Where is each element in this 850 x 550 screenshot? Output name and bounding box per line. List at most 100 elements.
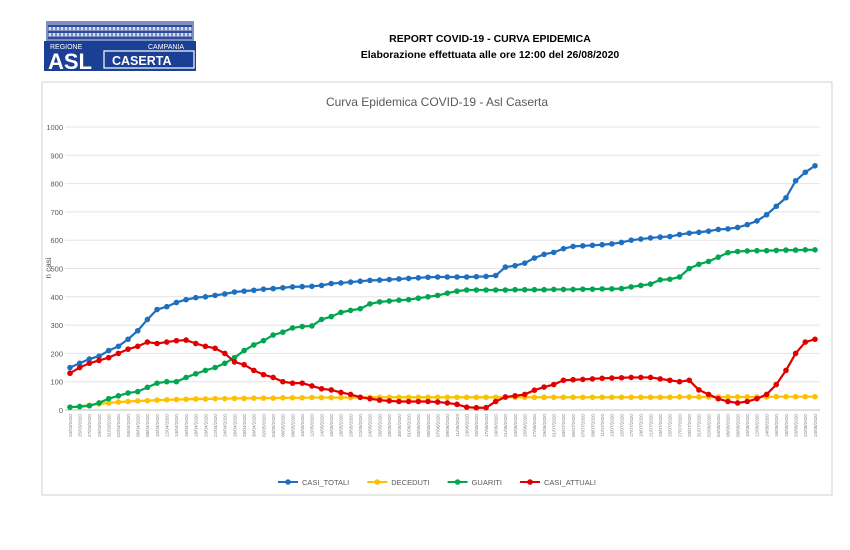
data-point xyxy=(231,359,238,365)
data-point xyxy=(531,286,538,293)
data-point xyxy=(183,296,189,303)
data-point xyxy=(386,298,393,304)
data-point xyxy=(134,398,141,404)
data-point xyxy=(328,387,335,393)
x-tick-label: 12/08/2020 xyxy=(755,414,760,437)
data-point xyxy=(589,242,596,249)
data-point xyxy=(260,286,267,292)
x-tick-label: 23/03/2020 xyxy=(68,414,73,437)
data-point xyxy=(715,254,722,260)
x-tick-label: 10/08/2020 xyxy=(745,414,750,437)
data-point xyxy=(367,301,373,307)
data-point xyxy=(473,273,480,280)
data-point xyxy=(222,350,228,357)
data-point xyxy=(105,347,112,354)
data-point xyxy=(560,245,567,252)
data-point xyxy=(289,395,296,401)
data-point xyxy=(744,394,751,400)
data-point xyxy=(618,285,625,292)
data-point xyxy=(192,370,199,377)
data-point xyxy=(531,394,538,401)
x-tick-label: 12/04/2020 xyxy=(165,414,170,437)
x-tick-label: 06/05/2020 xyxy=(281,414,286,437)
x-tick-label: 05/06/2020 xyxy=(426,414,431,437)
data-point xyxy=(338,389,344,396)
x-tick-label: 24/04/2020 xyxy=(223,414,228,437)
data-point xyxy=(696,387,702,393)
data-point xyxy=(405,398,412,405)
data-point xyxy=(183,396,189,403)
data-point xyxy=(628,374,634,381)
data-point xyxy=(792,350,799,357)
data-point xyxy=(280,284,286,291)
data-point xyxy=(541,286,547,293)
data-point xyxy=(792,393,799,400)
data-point xyxy=(812,247,818,253)
x-tick-label: 19/07/2020 xyxy=(639,414,644,437)
x-tick-label: 20/05/2020 xyxy=(348,414,353,437)
data-point xyxy=(434,399,441,405)
data-point xyxy=(667,233,673,240)
data-point xyxy=(463,274,470,280)
legend-marker xyxy=(374,479,381,485)
data-point xyxy=(667,276,673,283)
x-tick-label: 18/04/2020 xyxy=(194,414,199,437)
data-point xyxy=(192,340,199,347)
data-point xyxy=(541,394,547,401)
data-point xyxy=(434,394,441,401)
data-point xyxy=(570,376,576,383)
x-tick-label: 04/04/2020 xyxy=(126,414,131,437)
legend-label: CASI_TOTALI xyxy=(302,478,349,487)
data-point xyxy=(202,396,209,402)
data-point xyxy=(289,380,296,386)
data-point xyxy=(647,374,654,381)
data-point xyxy=(115,350,122,357)
data-point xyxy=(163,339,170,345)
x-tick-label: 07/06/2020 xyxy=(435,414,440,437)
data-point xyxy=(222,395,228,402)
series-guariti xyxy=(67,247,818,410)
data-point xyxy=(676,274,683,280)
data-point xyxy=(715,226,722,233)
data-point xyxy=(560,377,567,384)
data-point xyxy=(560,286,567,293)
data-point xyxy=(241,361,247,368)
data-point xyxy=(134,388,141,395)
data-point xyxy=(338,394,344,401)
data-point xyxy=(241,395,247,402)
data-point xyxy=(222,360,228,367)
series-line xyxy=(69,248,815,409)
data-point xyxy=(280,395,286,401)
data-point xyxy=(638,282,644,289)
data-point xyxy=(715,395,722,402)
data-point xyxy=(473,404,480,411)
data-point xyxy=(425,274,431,281)
data-point xyxy=(241,288,247,294)
data-point xyxy=(328,280,335,287)
y-tick-label: 200 xyxy=(50,349,63,358)
data-point xyxy=(415,398,422,405)
data-point xyxy=(173,378,180,385)
data-point xyxy=(144,384,151,391)
data-point xyxy=(647,235,654,241)
data-point xyxy=(396,394,402,401)
x-tick-label: 08/08/2020 xyxy=(735,414,740,437)
data-point xyxy=(589,394,596,401)
data-point xyxy=(783,367,789,374)
data-point xyxy=(579,243,586,249)
chart-title: Curva Epidemica COVID-19 - Asl Caserta xyxy=(326,95,548,109)
data-point xyxy=(154,340,160,347)
data-point xyxy=(628,394,634,401)
data-point xyxy=(589,286,596,292)
data-point xyxy=(454,274,460,280)
data-point xyxy=(76,364,83,371)
data-point xyxy=(270,332,276,338)
data-point xyxy=(521,391,528,398)
x-tick-label: 02/05/2020 xyxy=(261,414,266,437)
data-point xyxy=(773,381,780,388)
data-point xyxy=(280,329,286,335)
data-point xyxy=(473,394,480,401)
data-point xyxy=(589,376,596,382)
data-point xyxy=(734,394,741,400)
